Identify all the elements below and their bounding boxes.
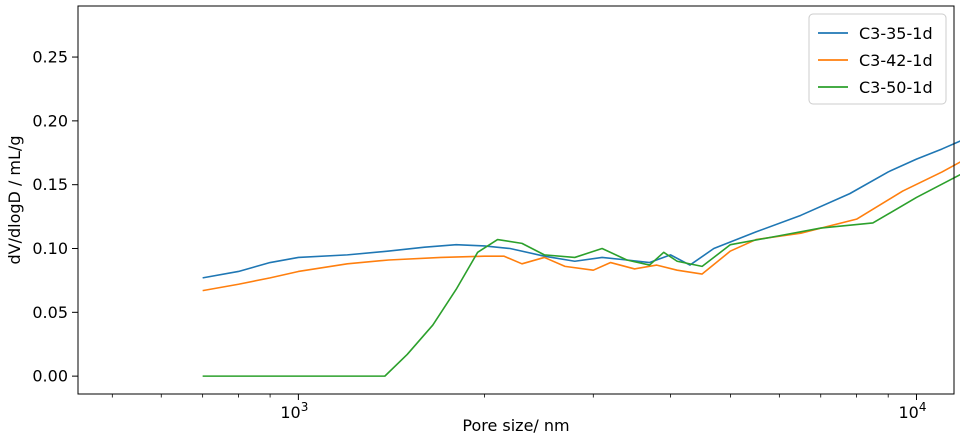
y-axis: 0.00 0.05 0.10 0.15 0.20 0.25 [32, 48, 78, 386]
series-layer [202, 140, 960, 377]
legend-label: C3-42-1d [859, 51, 933, 70]
y-tick-label: 0.10 [32, 239, 68, 258]
y-axis-label: dV/dlogD / mL/g [5, 136, 24, 265]
x-tick-label: 103 [280, 400, 308, 422]
y-tick-label: 0.00 [32, 367, 68, 386]
legend-label: C3-35-1d [859, 24, 933, 43]
series-line-3 [202, 173, 960, 377]
series-line-1 [202, 140, 960, 279]
legend-label: C3-50-1d [859, 78, 933, 97]
x-axis-label: Pore size/ nm [462, 416, 569, 435]
y-tick-label: 0.15 [32, 175, 68, 194]
y-tick-label: 0.20 [32, 111, 68, 130]
x-tick-label: 104 [898, 400, 926, 422]
series-line-2 [202, 161, 960, 292]
legend: C3-35-1d C3-42-1d C3-50-1d [808, 13, 947, 105]
legend-box [808, 13, 947, 105]
x-axis: 103104105106107 [111, 394, 926, 422]
plot-frame [77, 5, 955, 395]
y-tick-label: 0.05 [32, 303, 68, 322]
y-tick-label: 0.25 [32, 48, 68, 67]
